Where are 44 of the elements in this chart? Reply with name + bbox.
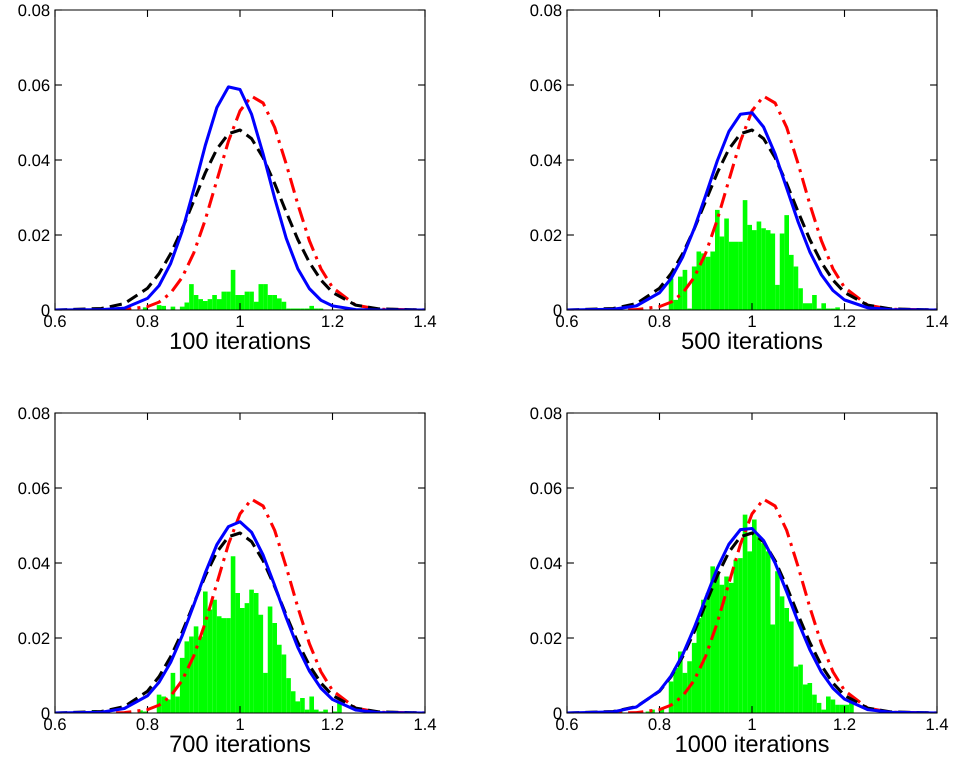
y-tick-label: 0: [554, 304, 562, 316]
x-tick-label: 0.8: [136, 718, 158, 730]
y-tick-label: 0.02: [18, 229, 50, 242]
x-tick-label: 0.6: [556, 315, 578, 328]
y-tick-label: 0.08: [18, 407, 50, 420]
y-tick-label: 0.06: [18, 79, 50, 92]
x-tick-label: 1.4: [414, 315, 436, 327]
y-tick-label: 0.06: [530, 482, 562, 494]
x-tick-label: 1: [748, 718, 756, 730]
x-axis-title: 500 iterations: [682, 332, 822, 350]
x-axis-title: 700 iterations: [170, 734, 310, 752]
x-tick-label: 1.4: [926, 315, 948, 327]
y-tick-label: 0.08: [18, 4, 50, 16]
x-tick-label: 0.8: [648, 315, 670, 328]
x-tick-label: 1.2: [834, 315, 856, 327]
y-tick-label: 0: [42, 707, 50, 720]
y-tick-label: 0.06: [530, 79, 562, 92]
x-tick-label: 1.2: [322, 718, 344, 730]
y-tick-label: 0.04: [18, 154, 50, 166]
y-tick-label: 0.04: [18, 557, 50, 570]
y-tick-label: 0.08: [530, 407, 562, 420]
x-tick-label: 0.8: [648, 718, 670, 730]
x-axis-title: 100 iterations: [170, 332, 310, 350]
y-tick-label: 0.06: [18, 482, 50, 494]
x-tick-label: 0.6: [556, 718, 578, 730]
x-tick-label: 1.4: [414, 718, 436, 730]
y-tick-label: 0.08: [530, 4, 562, 16]
y-tick-label: 0: [554, 707, 562, 720]
y-tick-label: 0.02: [530, 632, 562, 644]
x-tick-label: 1.2: [834, 718, 856, 730]
x-tick-label: 0.6: [44, 718, 66, 730]
x-tick-label: 1: [236, 718, 244, 730]
x-axis-title: 1000 iterations: [676, 734, 829, 752]
x-tick-label: 1.4: [926, 718, 948, 730]
x-tick-label: 1.2: [322, 315, 344, 327]
y-tick-label: 0.02: [18, 632, 50, 644]
x-tick-label: 0.6: [44, 315, 66, 328]
x-tick-label: 0.8: [136, 315, 158, 328]
y-tick-label: 0.04: [530, 154, 562, 166]
y-tick-label: 0.02: [530, 229, 562, 242]
y-tick-label: 0.04: [530, 557, 562, 570]
y-tick-label: 0: [42, 304, 50, 316]
x-tick-label: 1: [748, 315, 756, 327]
x-tick-label: 1: [236, 315, 244, 327]
